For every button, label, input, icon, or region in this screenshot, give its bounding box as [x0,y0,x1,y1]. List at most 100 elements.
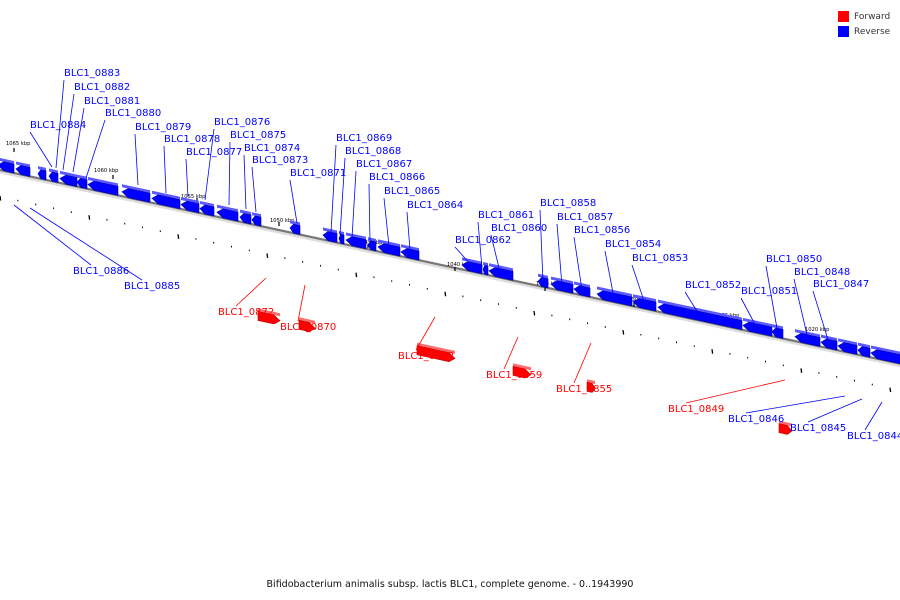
gene-blc1-0886[interactable] [0,158,15,174]
strand-legend: Forward Reverse [838,9,890,39]
gene-leader-line [235,277,267,307]
gene-labels: BLC1_0886 BLC1_0885 BLC1_0884 BLC1_0883 BLC1… [13,68,900,442]
gene-label: BLC1_0879 [135,122,191,133]
genome-caption: Bifidobacterium animalis subsp. lactis B… [266,579,634,590]
gene-top-face [779,420,792,427]
gene-leader-line [243,154,247,210]
gene-top-face [743,317,772,328]
reverse-swatch-icon [838,26,849,37]
gene-label: BLC1_0878 [164,134,220,145]
gene-label: BLC1_0874 [244,143,300,154]
gene-blc1-0844[interactable] [870,345,900,364]
gene-blc1-0863[interactable] [416,342,456,362]
gene-leader-line [185,158,189,198]
gene-leader-line [330,144,337,234]
gene-blc1-0869[interactable] [322,227,338,243]
gene-label: BLC1_0868 [345,146,401,157]
gene-blc1-0860[interactable] [488,263,514,281]
legend-item-reverse: Reverse [838,24,890,39]
gene-blc1-0872[interactable] [257,308,281,325]
gene-leader-line [339,157,346,236]
gene-blc1-0875[interactable] [216,204,239,222]
gene-label: BLC1_0848 [794,267,850,278]
gene-top-face [772,324,783,330]
gene-blc1-0855[interactable] [586,379,596,393]
gene-label: BLC1_0859 [486,370,542,381]
gene-top-face [200,201,214,208]
gene-blc1-0881[interactable] [76,174,88,190]
gene-body [778,423,793,435]
gene-leader-line [454,246,473,267]
gene-blc1-0884[interactable] [37,166,47,181]
gene-blc1-0873[interactable] [251,212,262,227]
gene-blc1-0861[interactable] [482,261,489,276]
gene-blc1-0859[interactable] [512,363,532,379]
gene-blc1-0853[interactable] [632,294,657,312]
gene-body [87,180,119,196]
gene-blc1-0879[interactable] [121,184,151,203]
gene-blc1-0877[interactable] [180,196,200,214]
gene-blc1-0867[interactable] [345,232,367,250]
gene-body [180,200,200,214]
gene-label: BLC1_0860 [491,223,547,234]
gene-label: BLC1_0849 [668,404,724,415]
gene-leader-line [204,128,215,201]
gene-track [0,158,900,435]
gene-blc1-0846[interactable] [837,338,858,355]
gene-top-face [821,334,837,342]
gene-leader-line [745,395,846,414]
gene-blc1-0870[interactable] [298,317,316,332]
gene-body [121,188,151,203]
legend-label-forward: Forward [854,11,891,22]
gene-label: BLC1_0855 [556,384,612,395]
gene-leader-line [163,145,167,194]
gene-blc1-0874[interactable] [239,209,252,225]
gene-label: BLC1_0877 [186,147,242,158]
gene-blc1-0856[interactable] [573,281,591,298]
gene-label: BLC1_0865 [384,186,440,197]
gene-body [870,349,900,364]
gene-leader-line [297,284,306,322]
gene-top-face [417,342,455,354]
gene-body [632,298,657,312]
gene-top-face [462,257,482,265]
gene-body [488,267,514,281]
gene-blc1-0848[interactable] [794,329,821,347]
gene-blc1-0883[interactable] [48,168,59,183]
gene-label: BLC1_0852 [685,280,741,291]
gene-body [461,261,483,275]
gene-label: BLC1_0873 [252,155,308,166]
gene-blc1-0845[interactable] [857,342,871,358]
gene-label: BLC1_0850 [766,254,822,265]
gene-blc1-0880[interactable] [87,176,119,196]
gene-blc1-0857[interactable] [550,276,574,294]
scale-label: 1065 kbp [6,141,31,147]
gene-body [416,345,456,362]
minor-tick [88,215,91,220]
gene-top-face [152,190,180,200]
gene-leader-line [85,119,106,179]
gene-leader-line [72,107,85,173]
gene-leader-line [228,141,231,206]
gene-blc1-0878[interactable] [151,190,181,210]
gene-blc1-0847[interactable] [820,334,838,351]
gene-top-face [633,294,656,303]
gene-blc1-0862[interactable] [461,257,483,275]
gene-leader-line [289,179,298,224]
gene-leader-line [631,264,646,305]
gene-body [345,236,367,250]
gene-blc1-0849[interactable] [778,420,793,435]
gene-body [216,208,239,222]
gene-blc1-0876[interactable] [199,201,215,217]
gene-label: BLC1_0886 [73,266,129,277]
gene-body [151,194,181,210]
gene-blc1-0885[interactable] [15,161,31,177]
minor-tick [0,195,2,201]
gene-body [257,311,281,325]
gene-body [298,319,316,332]
gene-blc1-0871[interactable] [289,220,301,235]
gene-blc1-0854[interactable] [596,286,633,307]
gene-blc1-0852[interactable] [657,299,743,331]
gene-body [289,223,301,235]
